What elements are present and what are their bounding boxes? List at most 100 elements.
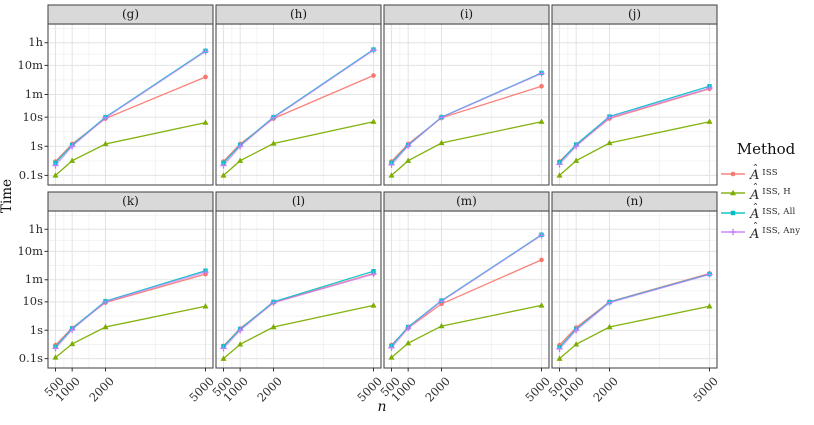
y-tick-label: 1s	[29, 322, 43, 337]
y-tick-label: 10s	[22, 109, 43, 124]
x-axis-title: n	[377, 399, 387, 415]
legend-key-circle-icon	[721, 171, 745, 177]
y-tick-label: 10m	[17, 243, 43, 258]
plus-marker	[52, 162, 59, 169]
triangle-marker	[370, 302, 377, 308]
facet-strip	[551, 191, 718, 212]
facet-strip	[383, 4, 550, 25]
triangle-marker	[405, 157, 412, 163]
plus-marker	[220, 162, 227, 169]
plus-marker	[52, 345, 59, 352]
plus-marker	[388, 161, 395, 169]
plus-marker	[370, 270, 377, 278]
facet-strip-label: (k)	[122, 194, 139, 208]
panel-background	[216, 24, 381, 185]
triangle-marker	[606, 139, 613, 146]
series-line-iss_h	[55, 121, 206, 176]
plus-marker	[370, 46, 377, 54]
y-tick-label: 1h	[28, 35, 43, 50]
triangle-marker	[706, 118, 713, 124]
plus-marker	[606, 114, 613, 121]
triangle-marker	[69, 157, 76, 163]
triangle-marker	[573, 341, 580, 347]
facet-strip	[215, 191, 382, 212]
triangle-marker	[438, 322, 445, 329]
legend-superscript: ISS, Any	[759, 226, 801, 237]
y-tick-label: 0.1s	[18, 167, 43, 182]
triangle-marker	[573, 157, 580, 163]
series-line-iss_any	[391, 72, 542, 166]
triangle-marker	[388, 354, 395, 360]
plus-marker	[236, 143, 244, 150]
plus-marker	[538, 232, 545, 239]
plus-marker	[572, 143, 580, 150]
circle-marker	[539, 83, 544, 89]
series-line-iss_h	[223, 121, 374, 176]
triangle-marker	[102, 323, 109, 330]
facet-strip	[383, 191, 550, 212]
circle-marker	[371, 73, 376, 78]
facet-strip	[47, 4, 214, 25]
triangle-marker	[556, 355, 563, 361]
plus-marker	[202, 48, 209, 55]
triangle-marker	[202, 303, 209, 309]
series-line-iss_any	[223, 273, 374, 349]
series-line-iss_all	[55, 270, 206, 348]
y-tick-label: 1s	[29, 138, 43, 153]
triangle-marker	[220, 355, 227, 361]
legend-key-triangle-icon	[721, 190, 745, 196]
y-tick-label: 10m	[17, 57, 43, 72]
plus-marker	[556, 161, 563, 168]
triangle-marker	[52, 172, 59, 178]
facet-strip-label: (j)	[627, 7, 642, 21]
plus-marker	[438, 114, 445, 121]
legend-superscript: ISS	[759, 167, 778, 178]
series-line-iss_any	[55, 50, 206, 166]
facet-strip-label: (g)	[121, 7, 140, 21]
plus-marker	[270, 114, 277, 122]
series-line-iss_any	[391, 234, 542, 349]
facet-strip	[215, 4, 382, 25]
triangle-marker	[202, 119, 209, 125]
triangle-marker	[102, 140, 109, 147]
plus-marker	[404, 142, 412, 149]
series-line-iss_all	[223, 270, 374, 347]
panel-background	[552, 211, 717, 368]
facet-strip	[47, 191, 214, 212]
panel-background	[552, 24, 717, 185]
triangle-marker	[388, 172, 395, 178]
panel-background	[384, 24, 549, 185]
circle-marker	[539, 257, 544, 263]
triangle-marker	[706, 303, 713, 309]
series-line-iss_h	[391, 121, 542, 176]
plus-marker	[236, 327, 244, 334]
plus-marker	[68, 143, 76, 150]
triangle-marker	[730, 190, 736, 196]
series-line-iss_all	[559, 85, 710, 163]
triangle-marker	[52, 354, 59, 360]
plus-marker	[102, 114, 109, 122]
plus-marker	[729, 229, 737, 236]
plus-marker	[538, 70, 545, 77]
triangle-marker	[405, 339, 412, 346]
series-line-iss_h	[559, 305, 710, 360]
triangle-marker	[606, 323, 613, 330]
series-line-iss_any	[559, 273, 710, 350]
plus-marker	[388, 344, 395, 352]
circle-marker	[203, 74, 208, 80]
facet-strip-label: (m)	[456, 194, 477, 208]
plus-marker	[102, 298, 109, 306]
series-line-iss_any	[559, 87, 710, 165]
triangle-marker	[69, 340, 76, 347]
